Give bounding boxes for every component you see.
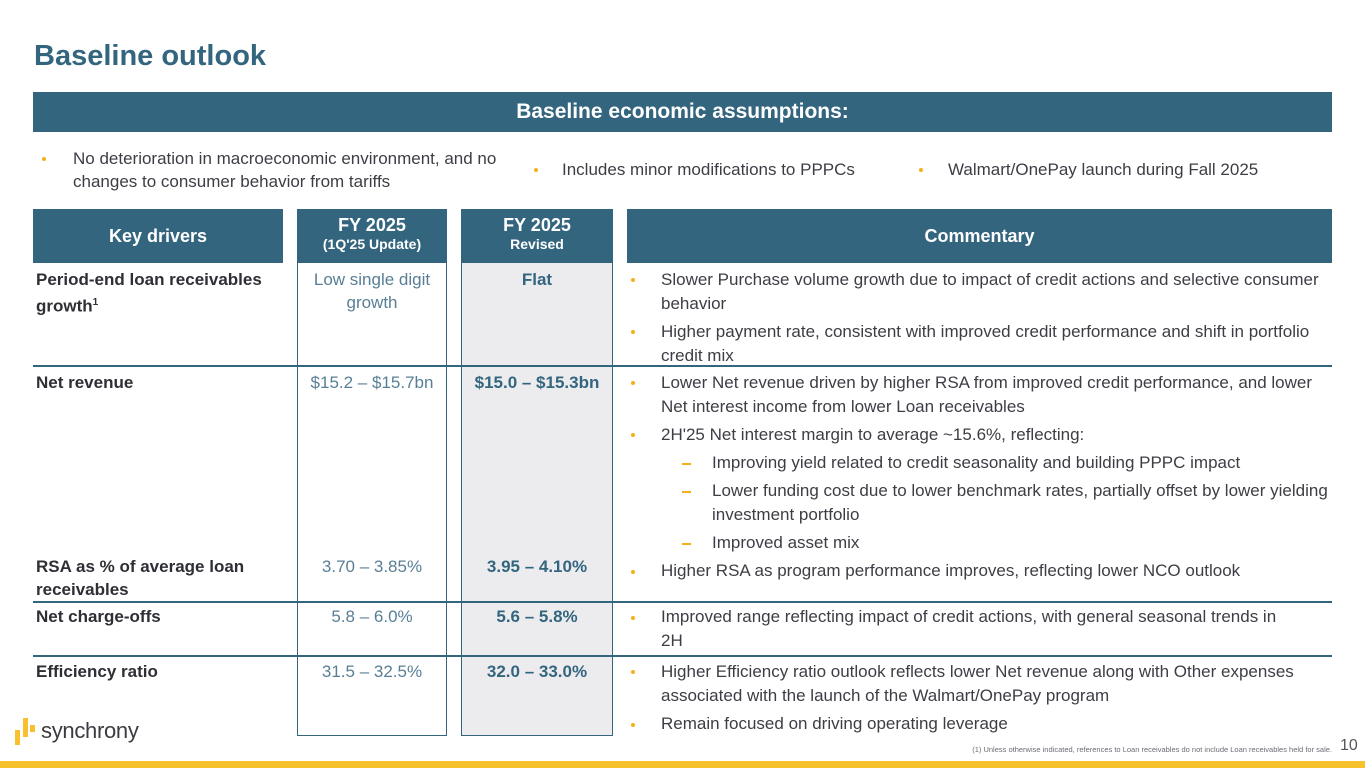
header-update-sublabel: (1Q'25 Update) xyxy=(322,236,422,252)
driver-label: Efficiency ratio xyxy=(36,662,158,681)
revised-value: 3.95 – 4.10% xyxy=(486,557,588,576)
driver-label: Net revenue xyxy=(36,373,134,392)
footer-accent-bar xyxy=(0,761,1365,768)
commentary-subitem: Improved asset mix xyxy=(712,533,860,552)
footnote: (1) Unless otherwise indicated, referenc… xyxy=(972,745,1332,754)
bullet-icon xyxy=(631,723,635,727)
driver-text: Period-end loan receivables growth xyxy=(36,270,262,316)
header-revised-sublabel: Revised xyxy=(510,236,564,252)
commentary-subitem: Lower funding cost due to lower benchmar… xyxy=(712,481,1328,524)
bullet-icon xyxy=(631,670,635,674)
driver-label: RSA as % of average loan receivables xyxy=(36,557,245,599)
commentary-item: Slower Purchase volume growth due to imp… xyxy=(661,270,1319,313)
bullet-icon xyxy=(42,157,46,161)
bullet-icon xyxy=(534,168,538,172)
update-value: 3.70 – 3.85% xyxy=(321,557,423,576)
page-title: Baseline outlook xyxy=(34,40,267,72)
bullet-icon xyxy=(919,168,923,172)
commentary-subitem: Improving yield related to credit season… xyxy=(712,453,1241,472)
header-update: FY 2025 (1Q'25 Update) xyxy=(297,209,447,263)
revised-value: $15.0 – $15.3bn xyxy=(474,373,600,392)
footnote-marker: 1 xyxy=(92,297,99,308)
logo-text: synchrony xyxy=(41,718,139,743)
synchrony-logo: synchrony xyxy=(14,716,139,746)
row-divider xyxy=(33,365,1332,367)
header-key-drivers-label: Key drivers xyxy=(108,226,208,246)
header-revised-label: FY 2025 xyxy=(503,215,571,235)
revised-value: Flat xyxy=(521,270,553,289)
update-value: 31.5 – 32.5% xyxy=(321,662,423,681)
assumption-item: Includes minor modifications to PPPCs xyxy=(562,160,855,179)
page-number: 10 xyxy=(1340,737,1358,754)
driver-label: Period-end loan receivables growth1 xyxy=(36,268,286,318)
logo-mark-icon xyxy=(15,718,35,745)
update-value: $15.2 – $15.7bn xyxy=(310,373,434,392)
update-value: Low single digit growth xyxy=(313,270,431,312)
commentary-item: Higher Efficiency ratio outlook reflects… xyxy=(661,662,1294,705)
commentary-item: Remain focused on driving operating leve… xyxy=(661,714,1008,733)
bullet-icon xyxy=(631,381,635,385)
bullet-icon xyxy=(631,433,635,437)
row-divider xyxy=(33,655,1332,657)
driver-label: Net charge-offs xyxy=(36,607,161,626)
assumption-item: No deterioration in macroeconomic enviro… xyxy=(73,149,497,191)
assumptions-banner: Baseline economic assumptions: xyxy=(33,92,1332,132)
bullet-icon xyxy=(631,570,635,574)
bullet-icon xyxy=(631,616,635,620)
assumption-item: Walmart/OnePay launch during Fall 2025 xyxy=(948,160,1259,179)
header-update-label: FY 2025 xyxy=(338,215,406,235)
row-divider xyxy=(33,601,1332,603)
revised-value: 5.6 – 5.8% xyxy=(496,607,578,626)
bullet-icon xyxy=(631,330,635,334)
dash-icon xyxy=(682,543,691,545)
header-revised: FY 2025 Revised xyxy=(461,209,613,263)
dash-icon xyxy=(682,491,691,493)
header-commentary: Commentary xyxy=(627,209,1332,263)
dash-icon xyxy=(682,463,691,465)
commentary-item: Lower Net revenue driven by higher RSA f… xyxy=(661,373,1313,416)
commentary-item: Higher RSA as program performance improv… xyxy=(661,561,1241,580)
header-key-drivers: Key drivers xyxy=(33,209,283,263)
revised-column-frame xyxy=(461,209,613,736)
commentary-item: 2H'25 Net interest margin to average ~15… xyxy=(661,425,1085,444)
bullet-icon xyxy=(631,278,635,282)
commentary-item: Improved range reflecting impact of cred… xyxy=(661,607,1277,650)
update-value: 5.8 – 6.0% xyxy=(331,607,413,626)
commentary-item: Higher payment rate, consistent with imp… xyxy=(661,322,1310,365)
header-commentary-label: Commentary xyxy=(924,226,1035,246)
revised-value: 32.0 – 33.0% xyxy=(486,662,588,681)
